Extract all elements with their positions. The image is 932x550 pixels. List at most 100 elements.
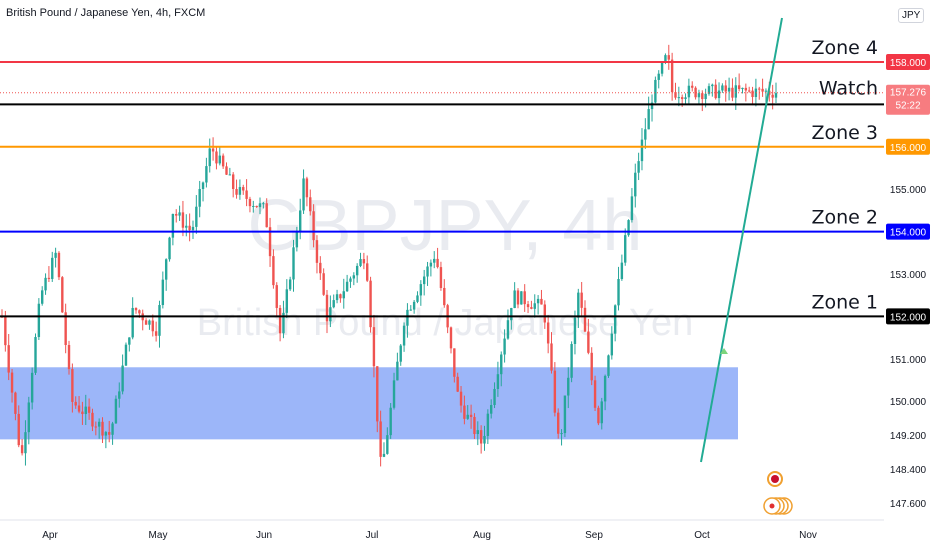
candle-body bbox=[540, 298, 543, 305]
candle-body bbox=[386, 435, 389, 454]
candle-body bbox=[252, 205, 255, 207]
candle-body bbox=[285, 289, 289, 313]
candle-body bbox=[389, 407, 392, 436]
candle-body bbox=[309, 197, 312, 212]
candle-body bbox=[764, 90, 768, 92]
candle-body bbox=[77, 405, 81, 412]
x-tick-label: Apr bbox=[42, 530, 58, 541]
candle-body bbox=[91, 412, 94, 427]
x-tick-label: May bbox=[149, 530, 168, 541]
candle-body bbox=[17, 413, 20, 446]
candle-body bbox=[479, 430, 483, 444]
candle-body bbox=[97, 421, 101, 427]
y-tick-label: 151.000 bbox=[890, 355, 927, 366]
candle-body bbox=[111, 423, 114, 435]
candle-body bbox=[500, 354, 503, 375]
candle-body bbox=[711, 84, 714, 87]
candle-body bbox=[536, 298, 540, 304]
candle-body bbox=[510, 308, 513, 321]
level-price-text: 154.000 bbox=[890, 228, 927, 239]
candle-body bbox=[64, 312, 67, 346]
candle-body bbox=[613, 305, 617, 334]
candle-body bbox=[640, 139, 644, 162]
candle-body bbox=[453, 348, 456, 377]
candle-body bbox=[694, 87, 697, 98]
candle-body bbox=[329, 307, 332, 322]
candle-body bbox=[644, 129, 647, 140]
candle-body bbox=[563, 395, 567, 434]
candle-body bbox=[680, 97, 684, 100]
candle-body bbox=[134, 307, 138, 311]
candle-body bbox=[476, 430, 479, 435]
candle-body bbox=[131, 307, 134, 338]
candle-body bbox=[181, 212, 185, 228]
y-tick-label: 153.000 bbox=[890, 270, 927, 281]
candle-body bbox=[138, 310, 141, 314]
candle-body bbox=[724, 85, 727, 92]
candle-body bbox=[124, 344, 128, 366]
symbol-title[interactable]: British Pound / Japanese Yen, 4h, FXCM bbox=[6, 7, 206, 19]
candle-body bbox=[71, 369, 74, 402]
candle-body bbox=[771, 94, 774, 98]
candle-body bbox=[275, 285, 278, 308]
y-tick-label: 147.600 bbox=[890, 499, 927, 510]
candle-body bbox=[87, 406, 91, 413]
candle-body bbox=[416, 295, 419, 302]
candle-body bbox=[94, 426, 98, 428]
candle-body bbox=[376, 366, 379, 422]
level-label: Zone 2 bbox=[812, 207, 879, 229]
candle-body bbox=[245, 190, 248, 199]
candle-body bbox=[761, 88, 764, 92]
candle-body bbox=[660, 62, 664, 74]
candle-body bbox=[195, 206, 198, 227]
candle-body bbox=[526, 304, 530, 308]
candle-body bbox=[577, 292, 580, 318]
candle-body bbox=[101, 421, 104, 436]
candle-body bbox=[624, 235, 627, 263]
candle-body bbox=[81, 411, 84, 415]
candle-body bbox=[10, 372, 14, 393]
candle-body bbox=[315, 240, 319, 263]
candle-body bbox=[20, 445, 24, 454]
candle-body bbox=[41, 290, 44, 304]
candle-body bbox=[369, 280, 372, 328]
candle-body bbox=[255, 205, 258, 208]
candle-body bbox=[737, 85, 741, 90]
candle-body bbox=[426, 266, 429, 277]
candle-body bbox=[530, 307, 533, 309]
level-label: Zone 3 bbox=[812, 122, 879, 144]
level-label: Zone 1 bbox=[812, 291, 879, 313]
candle-body bbox=[57, 252, 61, 278]
level-price-text: 156.000 bbox=[890, 143, 927, 154]
candle-body bbox=[265, 203, 268, 228]
candle-body bbox=[456, 376, 459, 392]
x-tick-label: Aug bbox=[473, 530, 491, 541]
currency-button[interactable]: JPY bbox=[898, 8, 925, 23]
candle-body bbox=[47, 277, 51, 279]
candle-body bbox=[573, 317, 577, 345]
candle-body bbox=[305, 178, 309, 198]
candle-body bbox=[299, 210, 302, 232]
candle-body bbox=[205, 166, 208, 183]
candle-body bbox=[610, 333, 614, 356]
candle-body bbox=[288, 279, 292, 290]
demand-zone-box bbox=[0, 367, 738, 440]
candle-body bbox=[399, 345, 402, 362]
candle-body bbox=[459, 391, 463, 406]
candle-body bbox=[493, 388, 496, 406]
candle-body bbox=[185, 225, 188, 228]
candle-body bbox=[362, 259, 366, 264]
candle-body bbox=[158, 305, 161, 336]
candle-body bbox=[429, 262, 433, 267]
candle-body bbox=[717, 90, 721, 99]
candle-body bbox=[242, 187, 245, 191]
candle-body bbox=[114, 398, 118, 424]
candle-body bbox=[211, 148, 215, 152]
candle-body bbox=[221, 155, 225, 167]
candle-body bbox=[44, 277, 47, 291]
flag-event-icon bbox=[771, 475, 779, 483]
calendar-event-icon bbox=[769, 503, 775, 509]
candle-body bbox=[118, 391, 121, 399]
